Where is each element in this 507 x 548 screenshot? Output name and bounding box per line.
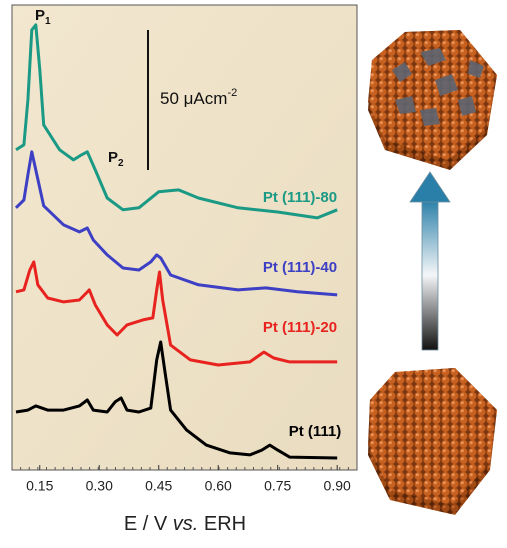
x-tick-label: 0.75 (264, 478, 291, 494)
transition-arrow (410, 172, 450, 350)
peak-sub: 2 (118, 158, 124, 169)
nanoparticle-top (368, 30, 497, 170)
x-label-part: ERH (198, 513, 246, 535)
x-tick-label: 0.90 (324, 478, 351, 494)
nanoparticle-bottom (368, 368, 497, 515)
plot-area (12, 5, 357, 470)
x-tick-label: 0.30 (86, 478, 113, 494)
series-label: Pt (111)-20 (263, 319, 337, 336)
scale-label-sup: -2 (227, 87, 237, 99)
series-label: Pt (111)-40 (263, 259, 337, 276)
x-tick-label: 0.60 (205, 478, 232, 494)
series-label: Pt (111) (289, 423, 342, 440)
scale-label-text: 50 μAcm (160, 89, 227, 108)
peak-text: P (108, 149, 118, 166)
series-label: Pt (111)-80 (263, 189, 337, 206)
peak-text: P (35, 7, 45, 24)
peak-sub: 1 (45, 16, 51, 27)
scale-bar-label: 50 μAcm-2 (160, 87, 237, 109)
x-tick-label: 0.15 (26, 478, 53, 494)
x-label-part: vs. (173, 513, 199, 535)
x-label-part: E / V (124, 513, 173, 535)
x-tick-label: 0.45 (145, 478, 172, 494)
x-axis-label: E / V vs. ERH (124, 513, 246, 535)
figure: E / V vs. ERH 50 μAcm-2 P1 P2 0.150.300.… (0, 0, 507, 543)
